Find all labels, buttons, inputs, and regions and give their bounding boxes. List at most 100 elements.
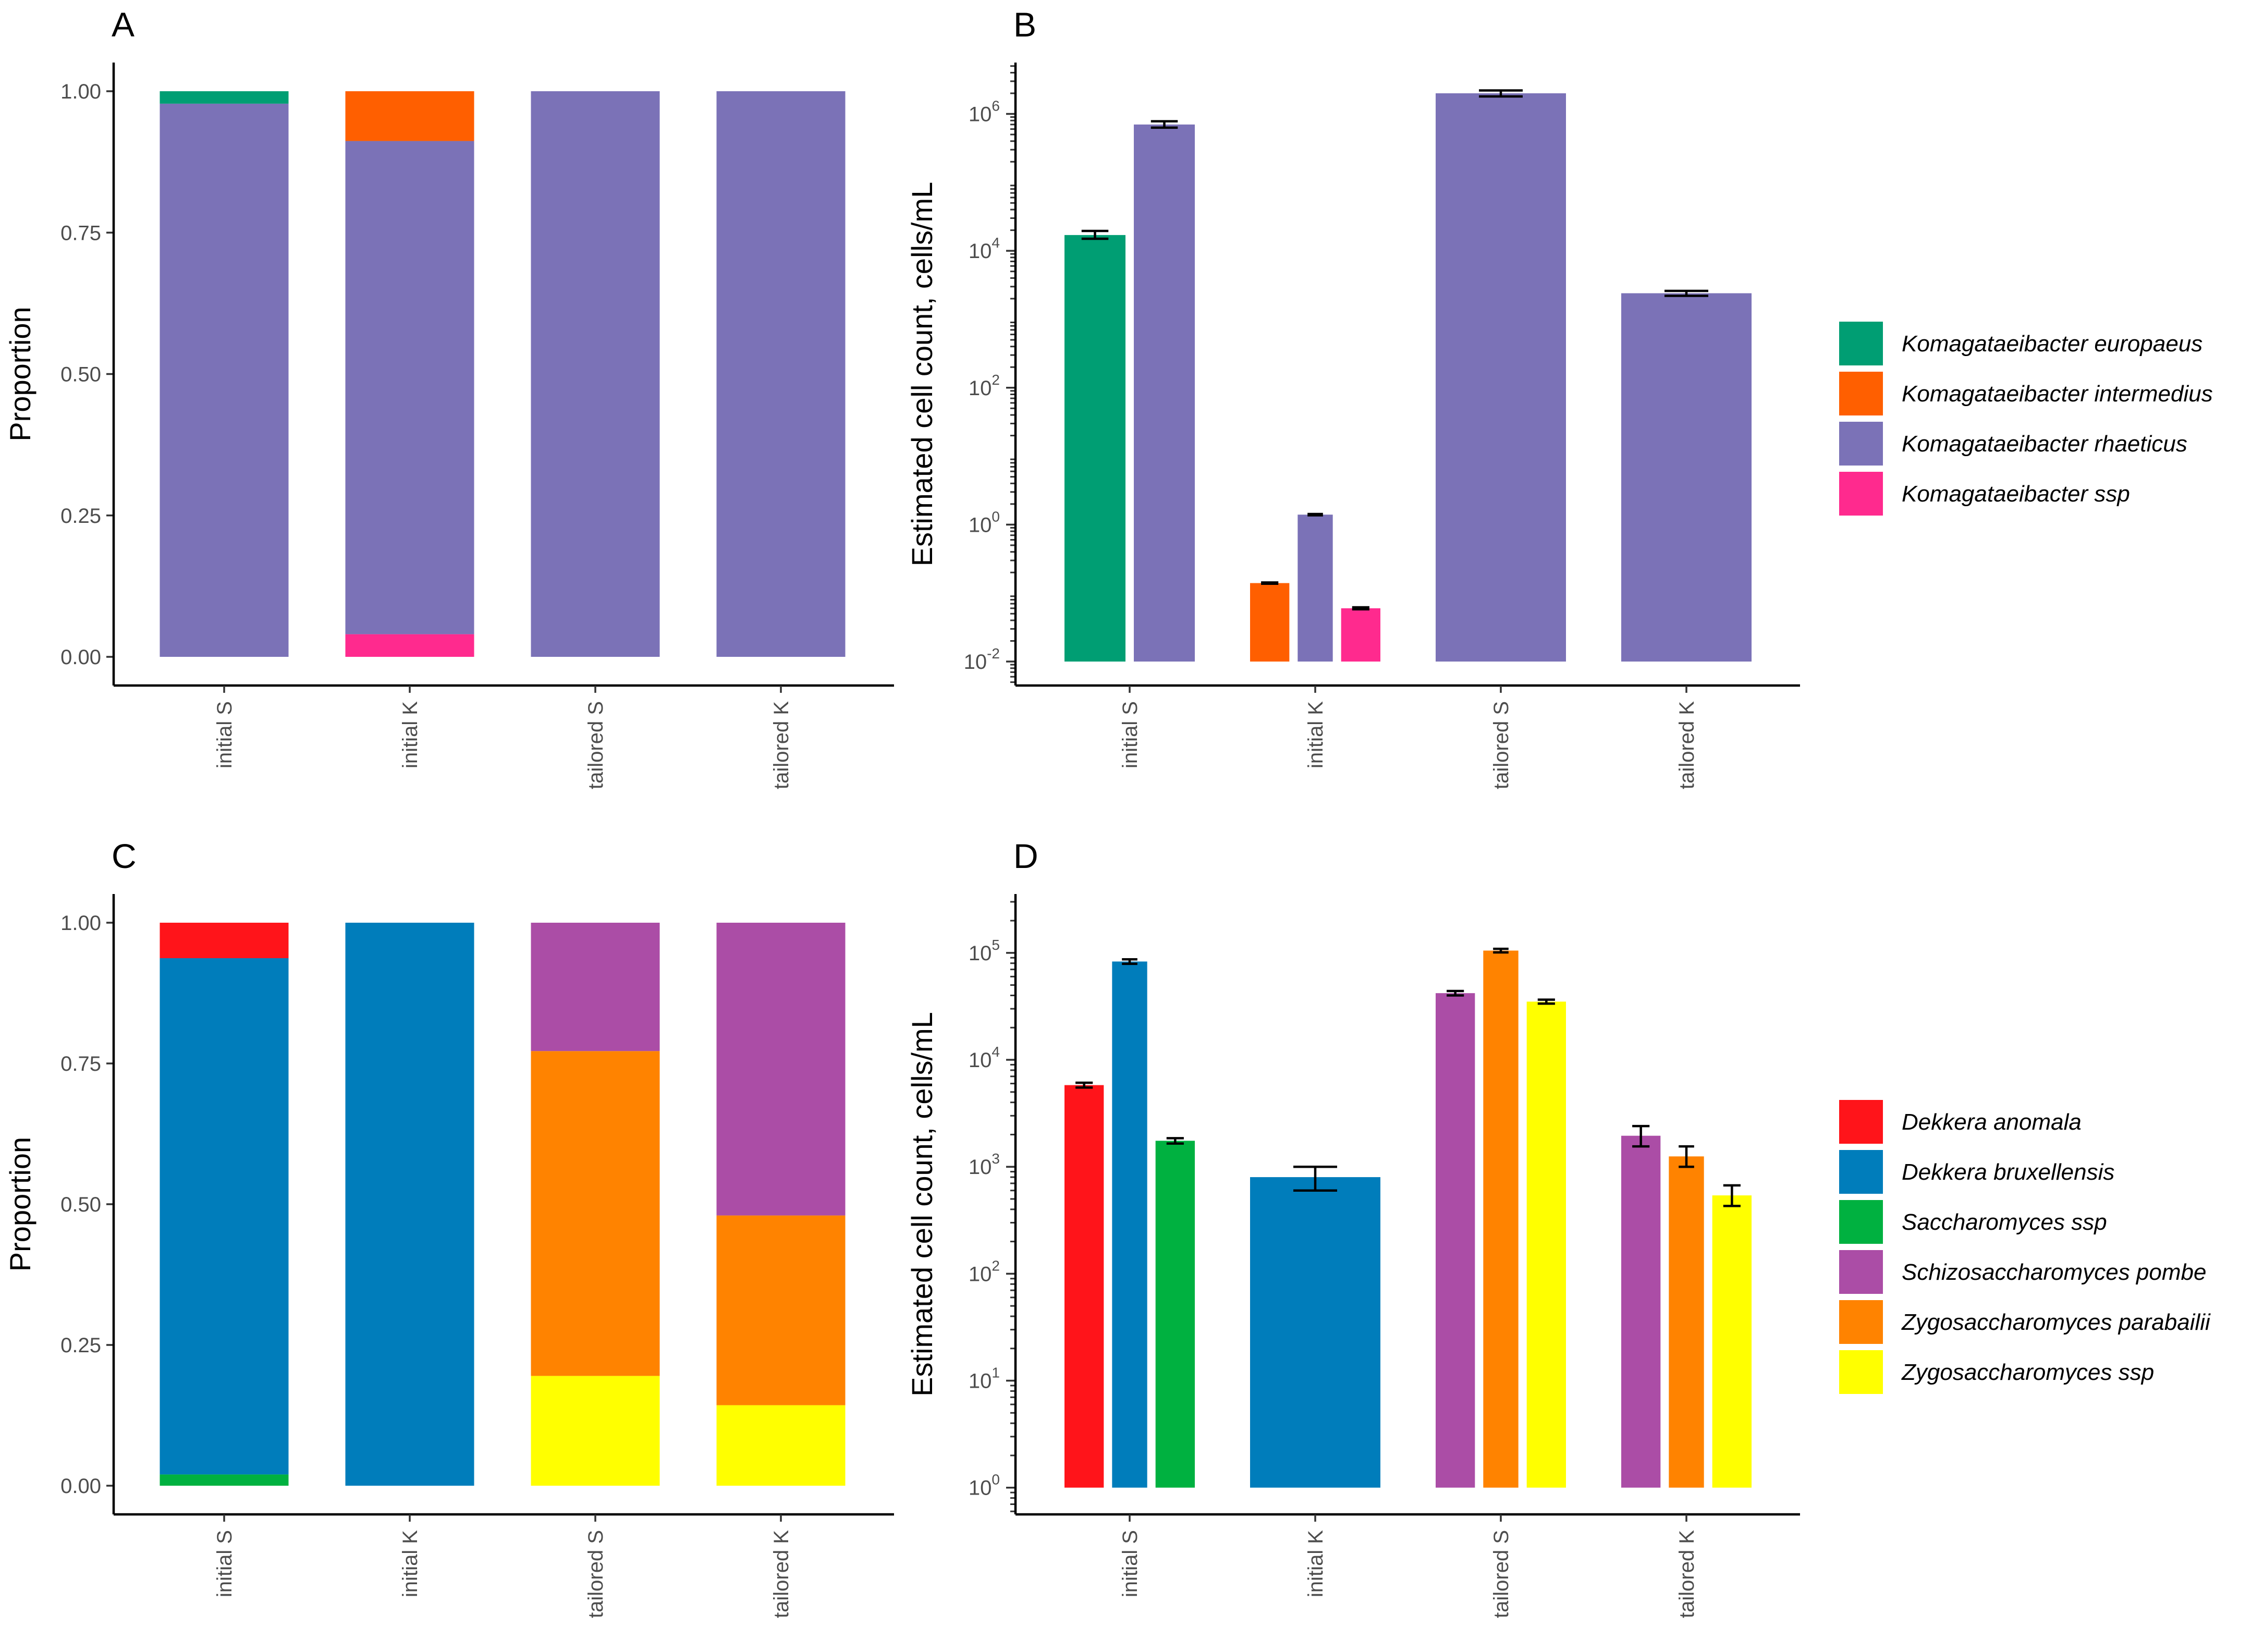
bar-d-tailored-k-zygosaccharomyces-parabailii (1669, 1156, 1704, 1488)
bar-a-initial-k-komagataeibacter-intermedius (345, 91, 474, 141)
error-bar-b-initial-k-komagataeibacter-intermedius (1261, 581, 1279, 585)
bar-b-tailored-s-komagataeibacter-rhaeticus (1436, 93, 1566, 662)
bar-b-tailored-k-komagataeibacter-rhaeticus (1621, 293, 1752, 662)
bar-c-initial-k-dekkera-bruxellensis (345, 923, 474, 1486)
y-axis-title-a: Proportion (4, 307, 36, 441)
legend-swatch-schizosaccharomyces-pombe (1839, 1250, 1883, 1294)
legend-yeast: Dekkera anomala Dekkera bruxellensis Sacch… (1839, 1100, 2211, 1394)
panel-a: A 0.00 0.25 0.50 0.75 1.00 initial S initial K t… (4, 5, 894, 789)
bar-a-initial-k-komagataeibacter-rhaeticus (345, 141, 474, 634)
panel-letter-a: A (112, 5, 134, 44)
y-tick-label-c-0-25: 0.25 (60, 1334, 101, 1357)
y-tick-label-d-3: 103 (969, 1151, 1000, 1179)
bar-c-tailored-s-zygosaccharomyces-ssp (531, 1376, 660, 1486)
y-tick-label-b-4: 104 (969, 235, 1000, 263)
x-tick-label-c-tailored-k: tailored K (770, 1530, 793, 1618)
bar-c-tailored-k-zygosaccharomyces-parabailii (716, 1215, 846, 1405)
x-tick-label-d-initial-k: initial K (1304, 1530, 1327, 1597)
error-bar-d-initial-s-dekkera-bruxellensis (1122, 958, 1137, 965)
bar-c-tailored-s-zygosaccharomyces-parabailii (531, 1051, 660, 1376)
bar-c-initial-s-dekkera-anomala (160, 923, 289, 959)
x-tick-label-d-tailored-s: tailored S (1490, 1530, 1513, 1618)
legend-swatch-zygosaccharomyces-parabailii (1839, 1300, 1883, 1344)
legend-bacteria: Komagataeibacter europaeus Komagataeibact… (1839, 322, 2213, 516)
y-tick-label-c-0-75: 0.75 (60, 1053, 101, 1075)
error-bar-d-tailored-s-zygosaccharomyces-ssp (1537, 998, 1555, 1005)
legend-label-komagataeibacter-rhaeticus: Komagataeibacter rhaeticus (1902, 431, 2187, 457)
error-bar-b-tailored-k-komagataeibacter-rhaeticus (1664, 289, 1708, 297)
legend-label-dekkera-bruxellensis: Dekkera bruxellensis (1902, 1159, 2114, 1185)
bar-a-initial-k-komagataeibacter-ssp (345, 634, 474, 657)
x-tick-label-b-tailored-k: tailored K (1675, 701, 1698, 789)
legend-swatch-saccharomyces-ssp (1839, 1200, 1883, 1244)
error-bar-d-tailored-k-zygosaccharomyces-parabailii (1679, 1145, 1694, 1168)
error-bar-b-initial-s-komagataeibacter-europaeus (1081, 229, 1109, 240)
bar-b-initial-s-komagataeibacter-europaeus (1064, 235, 1125, 662)
bar-b-initial-k-komagataeibacter-intermedius (1250, 583, 1290, 662)
error-bar-d-tailored-s-schizosaccharomyces-pombe (1447, 989, 1464, 997)
legend-label-komagataeibacter-intermedius: Komagataeibacter intermedius (1902, 381, 2213, 407)
panel-d: D 100 101 102 103 104 105 initial S initial K tai… (905, 837, 1800, 1618)
y-tick-label-d-1: 101 (969, 1365, 1000, 1393)
legend-swatch-komagataeibacter-ssp (1839, 472, 1883, 516)
error-bar-d-initial-s-dekkera-anomala (1075, 1081, 1093, 1089)
y-tick-label-b-2: 102 (969, 372, 1000, 400)
error-bar-b-initial-k-komagataeibacter-rhaeticus (1307, 512, 1323, 517)
y-tick-label-a-0-50: 0.50 (60, 363, 101, 386)
bar-b-initial-k-komagataeibacter-rhaeticus (1298, 515, 1333, 662)
bar-d-initial-s-dekkera-anomala (1064, 1085, 1104, 1488)
legend-swatch-komagataeibacter-intermedius (1839, 372, 1883, 415)
bar-c-initial-s-dekkera-bruxellensis (160, 958, 289, 1475)
legend-label-zygosaccharomyces-ssp: Zygosaccharomyces ssp (1901, 1360, 2154, 1385)
error-bar-b-tailored-s-komagataeibacter-rhaeticus (1479, 89, 1523, 98)
legend-label-zygosaccharomyces-parabailii: Zygosaccharomyces parabailii (1901, 1310, 2211, 1335)
panel-letter-b: B (1013, 5, 1036, 44)
bar-a-initial-s-komagataeibacter-europaeus (160, 91, 289, 104)
y-tick-label-c-0-00: 0.00 (60, 1475, 101, 1498)
y-tick-label-a-0-25: 0.25 (60, 505, 101, 528)
x-tick-label-b-tailored-s: tailored S (1490, 701, 1513, 789)
panel-b: B 10-2 100 102 104 106 initial S initial K tailo… (905, 5, 1800, 789)
error-bar-d-tailored-s-zygosaccharomyces-parabailii (1493, 947, 1509, 954)
legend-label-dekkera-anomala: Dekkera anomala (1902, 1109, 2082, 1135)
bar-a-tailored-k-komagataeibacter-rhaeticus (716, 91, 846, 657)
x-tick-label-c-initial-k: initial K (399, 1530, 422, 1597)
bar-d-tailored-s-zygosaccharomyces-ssp (1526, 1001, 1566, 1488)
y-tick-label-d-4: 104 (969, 1044, 1000, 1072)
y-axis-title-c: Proportion (4, 1137, 36, 1271)
y-tick-label-b-0: 100 (969, 508, 1000, 536)
error-bar-d-initial-k-dekkera-bruxellensis (1293, 1165, 1337, 1192)
legend-swatch-komagataeibacter-europaeus (1839, 322, 1883, 365)
panel-letter-d: D (1013, 837, 1038, 875)
legend-label-komagataeibacter-europaeus: Komagataeibacter europaeus (1902, 331, 2202, 357)
x-tick-label-a-initial-s: initial S (213, 701, 236, 768)
bar-d-tailored-k-schizosaccharomyces-pombe (1621, 1135, 1661, 1488)
bar-d-tailored-s-schizosaccharomyces-pombe (1436, 993, 1475, 1488)
y-tick-label-d-5: 105 (969, 937, 1000, 965)
legend-label-schizosaccharomyces-pombe: Schizosaccharomyces pombe (1902, 1259, 2206, 1285)
legend-swatch-dekkera-anomala (1839, 1100, 1883, 1144)
bar-d-tailored-k-zygosaccharomyces-ssp (1712, 1195, 1752, 1488)
x-tick-label-c-tailored-s: tailored S (584, 1530, 607, 1618)
bar-c-initial-s-saccharomyces-ssp (160, 1474, 289, 1486)
x-tick-label-a-tailored-k: tailored K (770, 701, 793, 789)
error-bar-b-initial-k-komagataeibacter-ssp (1352, 606, 1369, 611)
y-tick-label-d-0: 100 (969, 1472, 1000, 1500)
bar-b-initial-s-komagataeibacter-rhaeticus (1134, 124, 1195, 662)
bar-a-initial-s-komagataeibacter-rhaeticus (160, 103, 289, 657)
bar-d-initial-s-dekkera-bruxellensis (1112, 961, 1147, 1488)
legend-label-saccharomyces-ssp: Saccharomyces ssp (1902, 1209, 2107, 1235)
bar-b-initial-k-komagataeibacter-ssp (1341, 608, 1380, 662)
panel-letter-c: C (112, 837, 137, 875)
x-tick-label-b-initial-k: initial K (1304, 701, 1327, 768)
legend-label-komagataeibacter-ssp: Komagataeibacter ssp (1902, 481, 2130, 507)
y-tick-label-c-1-00: 1.00 (60, 912, 101, 935)
x-tick-label-a-tailored-s: tailored S (584, 701, 607, 789)
bar-c-tailored-s-schizosaccharomyces-pombe (531, 923, 660, 1051)
bar-d-tailored-s-zygosaccharomyces-parabailii (1483, 950, 1519, 1488)
y-tick-label-a-0-00: 0.00 (60, 646, 101, 669)
x-tick-label-c-initial-s: initial S (213, 1530, 236, 1597)
error-bar-d-initial-s-saccharomyces-ssp (1166, 1137, 1184, 1145)
bar-c-tailored-k-zygosaccharomyces-ssp (716, 1405, 846, 1486)
